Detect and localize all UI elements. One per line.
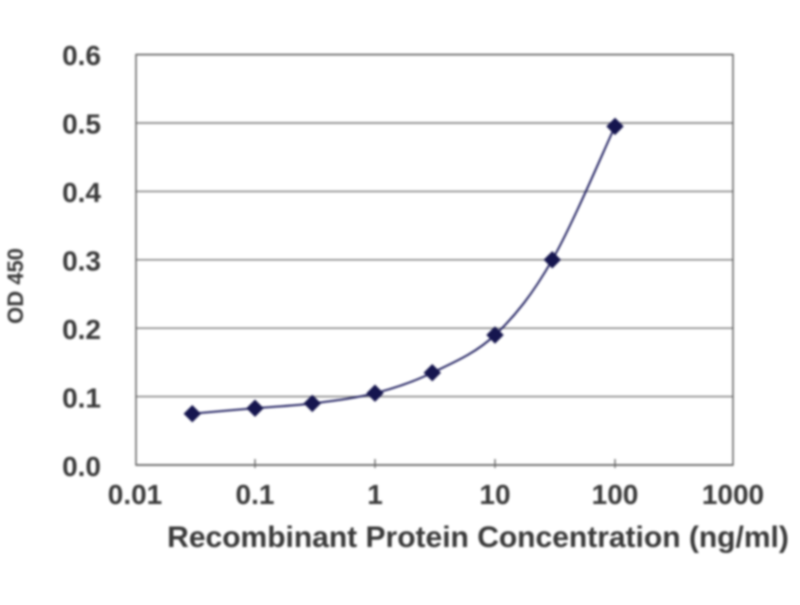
svg-text:0.3: 0.3 (62, 246, 101, 277)
svg-text:0.1: 0.1 (62, 383, 101, 414)
svg-text:0.0: 0.0 (62, 451, 101, 482)
svg-text:OD 450: OD 450 (3, 248, 28, 324)
svg-text:0.6: 0.6 (62, 40, 101, 71)
svg-text:1: 1 (367, 479, 383, 510)
svg-text:0.1: 0.1 (236, 479, 275, 510)
svg-text:10: 10 (479, 479, 510, 510)
svg-text:0.01: 0.01 (108, 479, 163, 510)
svg-text:1000: 1000 (702, 479, 764, 510)
svg-text:0.5: 0.5 (62, 109, 101, 140)
svg-text:100: 100 (592, 479, 639, 510)
svg-text:0.2: 0.2 (62, 314, 101, 345)
svg-text:0.4: 0.4 (62, 177, 101, 208)
svg-text:Recombinant Protein Concentrat: Recombinant Protein Concentration (ng/ml… (167, 521, 789, 554)
